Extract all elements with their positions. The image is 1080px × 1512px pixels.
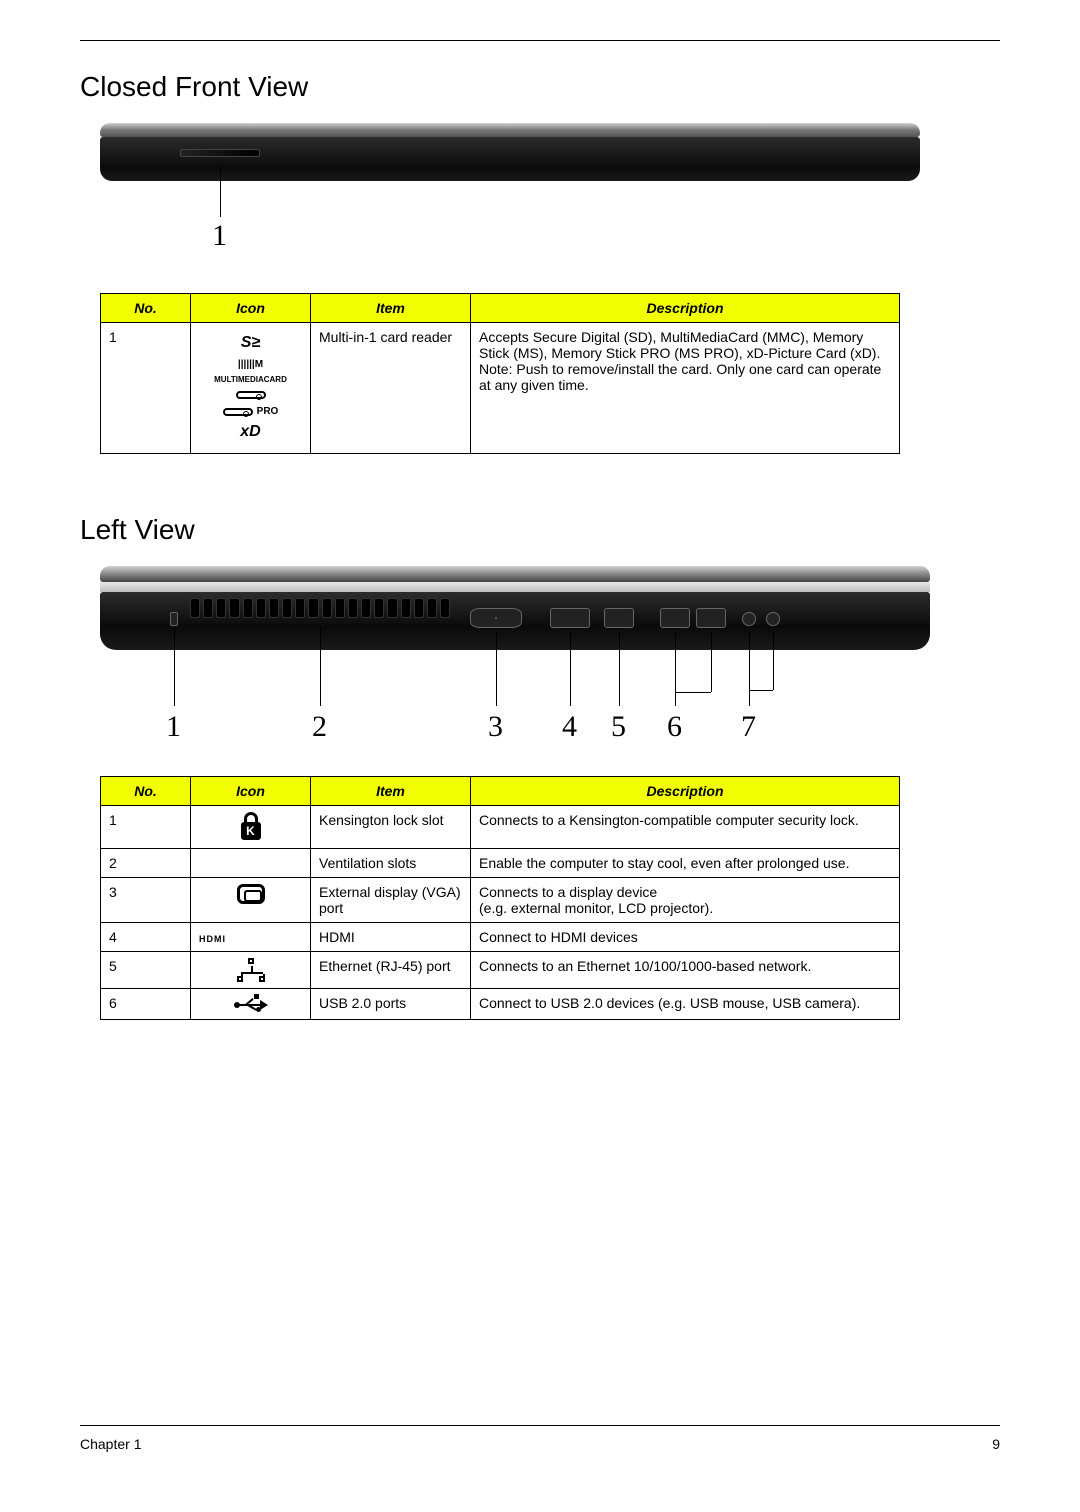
leader-line: [749, 632, 750, 706]
callout-number: 6: [667, 710, 682, 744]
th-no: No.: [101, 294, 191, 323]
th-desc: Description: [471, 776, 900, 805]
table-row: 6 USB 2.0 ports Connect to USB 2.0 devic…: [101, 988, 900, 1019]
cell-desc: Connects to a Kensington-compatible comp…: [471, 805, 900, 848]
ventilation-icon: [191, 848, 311, 877]
table-row: 1 S≥ ||||||M MULTIMEDIACARD PRO xD Multi…: [101, 323, 900, 454]
callout-number: 3: [488, 710, 503, 744]
leader-line: [675, 632, 676, 706]
leader-line: [773, 632, 774, 690]
th-no: No.: [101, 776, 191, 805]
callout-leader-line: [220, 167, 221, 217]
page-number: 9: [992, 1436, 1000, 1452]
hdmi-icon: HDMI: [191, 922, 311, 951]
laptop-left-illustration: [100, 566, 930, 666]
callout-number: 4: [562, 710, 577, 744]
leader-line: [749, 690, 773, 691]
vga-icon: [191, 877, 311, 922]
leader-line: [570, 632, 571, 706]
cell-desc: Connect to HDMI devices: [471, 922, 900, 951]
left-view-table: No. Icon Item Description 1 K Kensington…: [100, 776, 900, 1020]
left-view-figure: 1 2 3 4 5 6 7: [100, 566, 980, 746]
callout-number: 5: [611, 710, 626, 744]
chapter-label: Chapter 1: [80, 1436, 141, 1452]
cell-item: USB 2.0 ports: [311, 988, 471, 1019]
cell-item: Multi-in-1 card reader: [311, 323, 471, 454]
mmc-icon: ||||||M: [238, 358, 263, 371]
left-view-heading: Left View: [80, 514, 1000, 546]
th-item: Item: [311, 294, 471, 323]
callout-number: 7: [741, 710, 756, 744]
table-row: 2 Ventilation slots Enable the computer …: [101, 848, 900, 877]
cell-no: 4: [101, 922, 191, 951]
cell-item: Kensington lock slot: [311, 805, 471, 848]
callout-number: 2: [312, 710, 327, 744]
cell-no: 3: [101, 877, 191, 922]
table-row: 3 External display (VGA) port Connects t…: [101, 877, 900, 922]
page-top-rule: [80, 40, 1000, 41]
table-row: 5 Ethernet (RJ-45) port Connects to an E…: [101, 951, 900, 988]
cell-item: Ventilation slots: [311, 848, 471, 877]
cell-item: Ethernet (RJ-45) port: [311, 951, 471, 988]
callout-number-1: 1: [212, 219, 227, 253]
page-footer: Chapter 1 9: [80, 1425, 1000, 1452]
cell-no: 5: [101, 951, 191, 988]
multi-card-icons: S≥ ||||||M MULTIMEDIACARD PRO xD: [191, 323, 311, 454]
cell-desc: Connects to an Ethernet 10/100/1000-base…: [471, 951, 900, 988]
laptop-front-illustration: [100, 123, 920, 193]
th-item: Item: [311, 776, 471, 805]
sd-icon: S≥: [241, 333, 260, 354]
usb-icon: [191, 988, 311, 1019]
memorystick-pro-icon: [223, 408, 253, 416]
leader-line: [619, 632, 620, 706]
cell-no: 1: [101, 805, 191, 848]
xd-icon: xD: [240, 422, 260, 443]
ethernet-icon: [191, 951, 311, 988]
cell-no: 2: [101, 848, 191, 877]
leader-line: [174, 626, 175, 706]
th-icon: Icon: [191, 294, 311, 323]
closed-front-figure: 1: [100, 123, 980, 263]
leader-line: [711, 632, 712, 692]
multimediacard-icon: MULTIMEDIACARD: [214, 375, 287, 385]
kensington-lock-icon: K: [191, 805, 311, 848]
callout-number: 1: [166, 710, 181, 744]
cell-no: 1: [101, 323, 191, 454]
leader-line: [496, 632, 497, 706]
closed-front-table: No. Icon Item Description 1 S≥ ||||||M M…: [100, 293, 900, 454]
cell-no: 6: [101, 988, 191, 1019]
cell-item: External display (VGA) port: [311, 877, 471, 922]
table-row: 4 HDMI HDMI Connect to HDMI devices: [101, 922, 900, 951]
cell-item: HDMI: [311, 922, 471, 951]
cell-desc: Enable the computer to stay cool, even a…: [471, 848, 900, 877]
table-row: 1 K Kensington lock slot Connects to a K…: [101, 805, 900, 848]
leader-line: [320, 626, 321, 706]
leader-line: [675, 692, 711, 693]
closed-front-heading: Closed Front View: [80, 71, 1000, 103]
th-desc: Description: [471, 294, 900, 323]
th-icon: Icon: [191, 776, 311, 805]
memorystick-icon: [236, 391, 266, 399]
cell-desc: Connect to USB 2.0 devices (e.g. USB mou…: [471, 988, 900, 1019]
cell-desc: Accepts Secure Digital (SD), MultiMediaC…: [471, 323, 900, 454]
cell-desc: Connects to a display device (e.g. exter…: [471, 877, 900, 922]
